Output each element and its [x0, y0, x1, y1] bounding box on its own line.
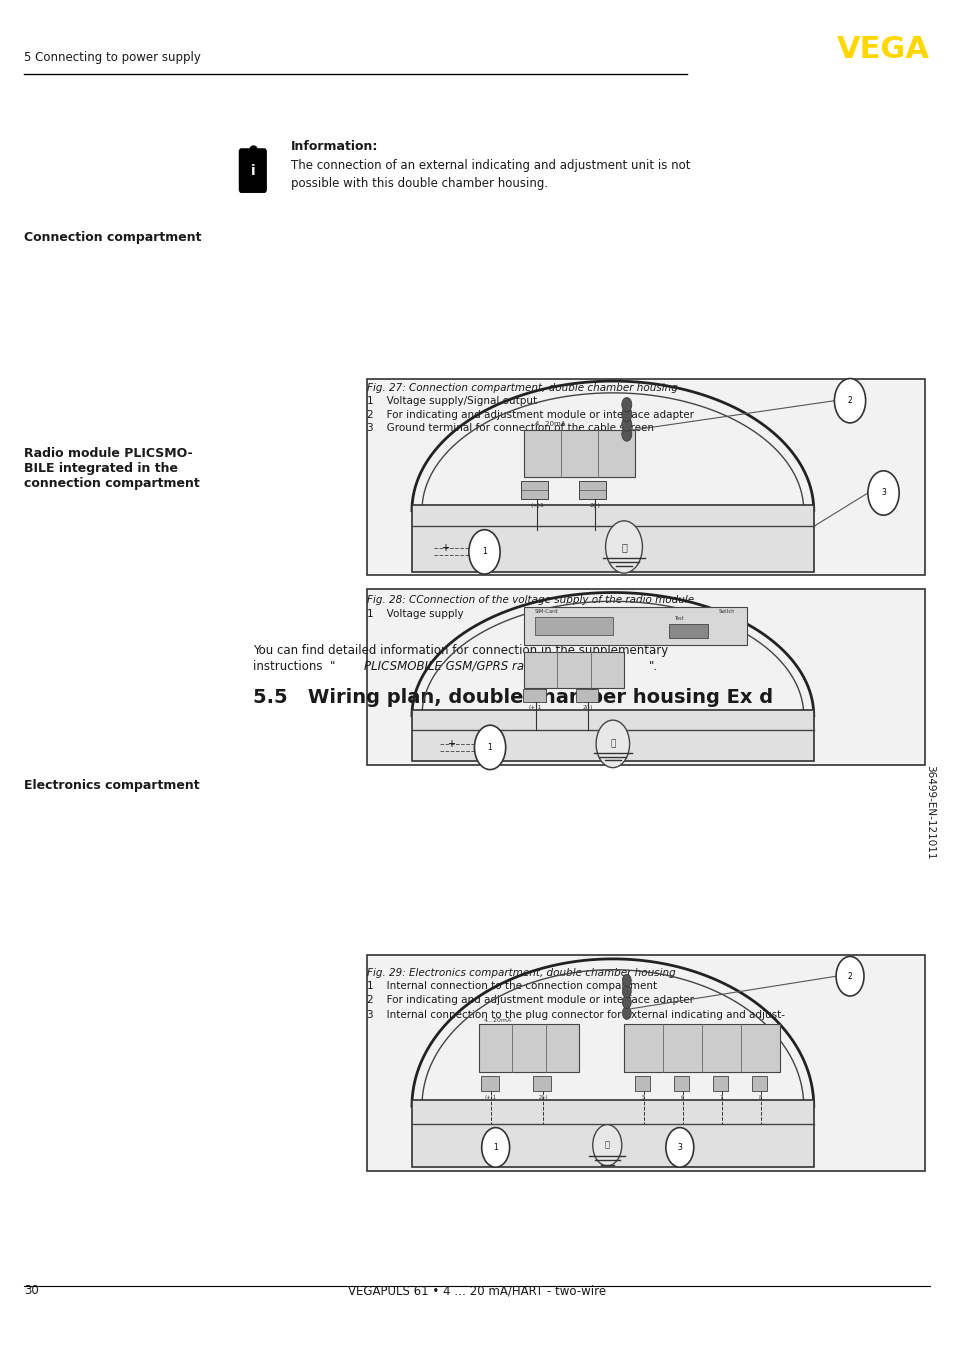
Bar: [523, 653, 623, 688]
Text: You can find detailed information for connection in the supplementary: You can find detailed information for co…: [253, 643, 667, 657]
Circle shape: [474, 726, 505, 769]
Bar: [578, 481, 605, 498]
Circle shape: [621, 997, 631, 1009]
Text: The connection of an external indicating and adjustment unit is not: The connection of an external indicating…: [291, 158, 690, 172]
Text: 2(-): 2(-): [589, 502, 599, 508]
Circle shape: [468, 529, 499, 574]
Circle shape: [867, 471, 899, 515]
Bar: [367, 379, 924, 575]
Text: VEGA: VEGA: [837, 35, 929, 64]
Bar: [534, 617, 612, 635]
Text: Radio module PLICSMO-: Radio module PLICSMO-: [24, 447, 193, 460]
Text: 5: 5: [641, 1095, 644, 1101]
Circle shape: [481, 1128, 509, 1167]
Text: Information:: Information:: [291, 139, 378, 153]
Text: 2: 2: [847, 972, 852, 980]
Text: PLICSMOBILE GSM/GPRS radio module: PLICSMOBILE GSM/GPRS radio module: [364, 659, 590, 673]
Text: Test: Test: [674, 616, 683, 620]
Text: 1: 1: [493, 1143, 497, 1152]
Circle shape: [835, 956, 863, 997]
Text: +: +: [447, 739, 455, 749]
Bar: [751, 1076, 766, 1091]
Text: 2    For indicating and adjustment module or interface adapter: 2 For indicating and adjustment module o…: [367, 995, 694, 1005]
Text: Switch: Switch: [719, 609, 735, 613]
Text: instructions  ": instructions ": [253, 659, 335, 673]
Circle shape: [621, 417, 631, 432]
Circle shape: [592, 1125, 621, 1166]
Circle shape: [834, 379, 864, 422]
Text: +: +: [441, 543, 449, 552]
Text: (+)1: (+)1: [530, 502, 543, 508]
Circle shape: [596, 720, 629, 768]
Bar: [673, 1076, 689, 1091]
Circle shape: [621, 986, 631, 998]
Text: Fig. 28: CConnection of the voltage supply of the radio module: Fig. 28: CConnection of the voltage supp…: [367, 596, 694, 605]
Bar: [575, 689, 598, 701]
Bar: [533, 1076, 551, 1091]
Bar: [412, 711, 813, 761]
Circle shape: [621, 427, 631, 441]
Bar: [367, 589, 924, 765]
Bar: [520, 481, 548, 498]
Text: 2(-): 2(-): [537, 1095, 547, 1101]
Text: 1: 1: [481, 547, 486, 556]
Text: SIM-Card: SIM-Card: [534, 609, 558, 613]
Text: 3: 3: [881, 489, 885, 497]
Text: possible with this double chamber housing.: possible with this double chamber housin…: [291, 176, 548, 190]
Text: 1    Voltage supply: 1 Voltage supply: [367, 609, 463, 619]
Text: Electronics compartment: Electronics compartment: [24, 779, 199, 792]
Bar: [523, 607, 746, 646]
Text: 2(-): 2(-): [582, 705, 593, 709]
Text: 4...20mA: 4...20mA: [534, 421, 566, 428]
Text: 6: 6: [680, 1095, 683, 1101]
Text: BILE integrated in the: BILE integrated in the: [24, 462, 177, 475]
Bar: [412, 1099, 813, 1167]
Text: 7: 7: [720, 1095, 722, 1101]
Text: VEGAPULS 61 • 4 … 20 mA/HART - two-wire: VEGAPULS 61 • 4 … 20 mA/HART - two-wire: [348, 1284, 605, 1297]
Bar: [478, 1024, 578, 1071]
Circle shape: [605, 521, 641, 573]
Text: 5 Connecting to power supply: 5 Connecting to power supply: [24, 50, 200, 64]
Text: Fig. 29: Electronics compartment, double chamber housing: Fig. 29: Electronics compartment, double…: [367, 968, 676, 978]
Bar: [668, 624, 707, 638]
Text: 3: 3: [677, 1143, 681, 1152]
Text: ⏚: ⏚: [610, 739, 615, 749]
Bar: [634, 1076, 650, 1091]
Text: 3    Ground terminal for connection of the cable screen: 3 Ground terminal for connection of the …: [367, 424, 654, 433]
Text: 1    Voltage supply/Signal output: 1 Voltage supply/Signal output: [367, 397, 537, 406]
Text: ⏚: ⏚: [604, 1140, 609, 1150]
Bar: [480, 1076, 498, 1091]
Text: (+)1: (+)1: [528, 705, 541, 709]
Text: ".: ".: [648, 659, 658, 673]
Circle shape: [621, 975, 631, 987]
Bar: [623, 1024, 780, 1071]
Text: connection compartment: connection compartment: [24, 477, 199, 490]
Text: 1    Internal connection to the connection compartment: 1 Internal connection to the connection …: [367, 982, 657, 991]
Text: ⏚: ⏚: [620, 542, 626, 552]
Text: 5.5   Wiring plan, double chamber housing Ex d: 5.5 Wiring plan, double chamber housing …: [253, 688, 772, 707]
Text: 2    For indicating and adjustment module or interface adapter: 2 For indicating and adjustment module o…: [367, 410, 694, 420]
FancyBboxPatch shape: [239, 149, 266, 192]
Text: 36499-EN-121011: 36499-EN-121011: [924, 765, 934, 860]
Text: 3    Internal connection to the plug connector for external indicating and adjus: 3 Internal connection to the plug connec…: [367, 1010, 784, 1020]
Text: 1: 1: [487, 743, 492, 751]
Circle shape: [621, 408, 631, 421]
Text: 30: 30: [24, 1284, 38, 1297]
Circle shape: [621, 398, 631, 412]
Text: (+)1: (+)1: [484, 1095, 497, 1101]
Text: 8: 8: [759, 1095, 761, 1101]
Text: 4...20mA: 4...20mA: [483, 1018, 512, 1022]
Circle shape: [665, 1128, 693, 1167]
Bar: [412, 505, 813, 571]
Bar: [523, 689, 545, 701]
Text: Connection compartment: Connection compartment: [24, 230, 201, 244]
Bar: [367, 955, 924, 1171]
Text: 2: 2: [847, 397, 852, 405]
Text: i: i: [251, 164, 254, 177]
Text: Fig. 27: Connection compartment, double chamber housing: Fig. 27: Connection compartment, double …: [367, 383, 678, 393]
Circle shape: [621, 1007, 631, 1020]
Bar: [712, 1076, 727, 1091]
Bar: [523, 431, 635, 478]
